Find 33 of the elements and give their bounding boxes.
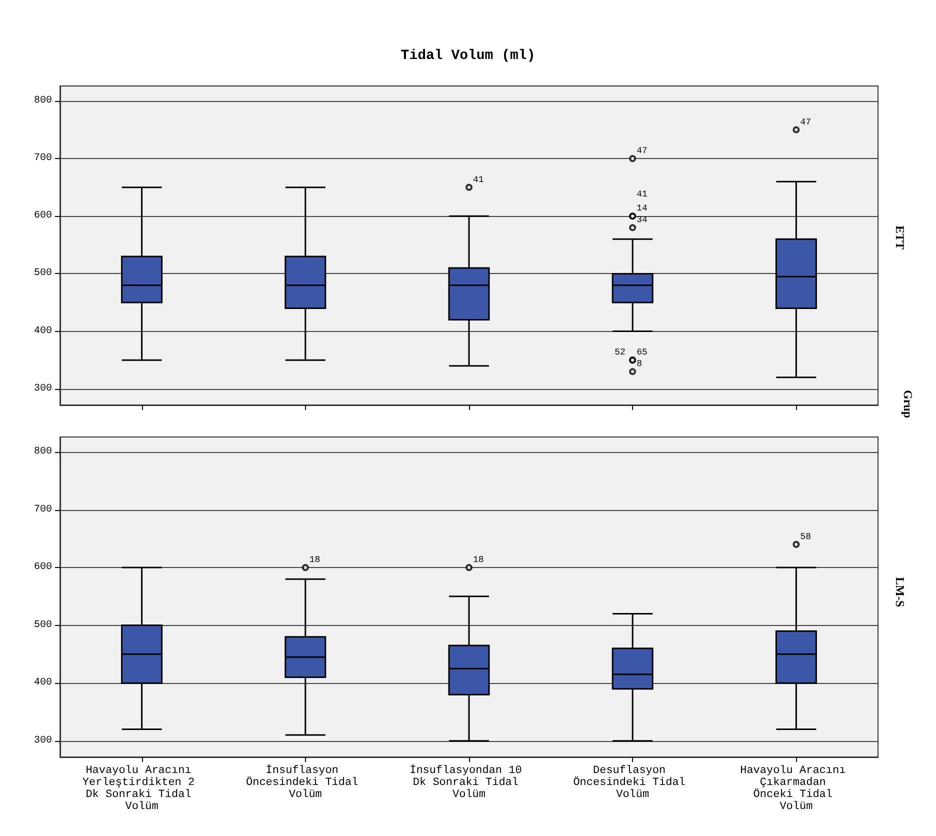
- annotation: 47: [636, 146, 648, 156]
- annotation: 52: [614, 348, 626, 358]
- y2-axis-title: LM-S: [893, 577, 907, 608]
- annotation: 47: [800, 117, 812, 128]
- y-tick-label: 500: [34, 620, 52, 631]
- y-tick-label: 800: [34, 95, 52, 106]
- annotation: 34: [636, 215, 648, 226]
- y-tick-label: 300: [34, 383, 52, 394]
- annotation: 58: [800, 532, 812, 542]
- annotation: 41: [473, 174, 484, 185]
- y-tick-label: 400: [34, 326, 52, 337]
- x-tick-label: Havayolu Aracını Çıkarmadan Önceki Tidal Volüm: [740, 765, 852, 813]
- y2-axis-title: ETT: [893, 226, 907, 250]
- annotation: 14: [636, 204, 648, 214]
- annotation: 65: [636, 348, 648, 358]
- y-tick-label: 500: [34, 268, 52, 280]
- y-tick-label: 300: [34, 735, 52, 746]
- annotation: 8: [636, 359, 642, 370]
- x-tick-label: İnsuflasyon Öncesindeki Tidal Volüm: [246, 764, 365, 801]
- x-tick-label: İnsuflasyondan 10 Dk Sonraki Tidal Volüm: [410, 764, 528, 801]
- y-tick-label: 400: [34, 678, 52, 689]
- x-tick-label: Havayolu Aracını Yerleştirdikten 2 Dk Sonraki Tidal Volüm: [82, 765, 202, 813]
- y-tick-label: 700: [34, 504, 52, 516]
- annotation: 41: [636, 190, 648, 200]
- legend-title: Grup: [901, 390, 915, 418]
- y-tick-label: 600: [34, 210, 52, 222]
- chart-title: Tidal Volum (ml): [400, 48, 536, 64]
- x-tick-label: Desuflasyon Öncesindeki Tidal Volüm: [573, 765, 692, 801]
- annotation: 18: [309, 555, 320, 566]
- y-tick-label: 800: [34, 446, 52, 458]
- y-tick-label: 600: [34, 562, 52, 574]
- annotation: 18: [473, 555, 484, 566]
- y-tick-label: 700: [34, 153, 52, 164]
